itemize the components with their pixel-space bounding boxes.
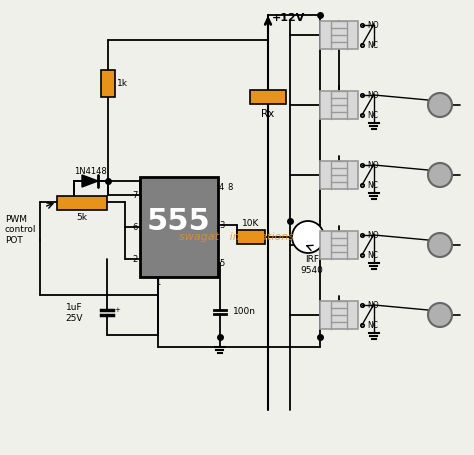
Text: 2: 2 [133, 254, 138, 263]
Circle shape [428, 93, 452, 117]
Circle shape [428, 163, 452, 187]
Text: NC: NC [367, 40, 378, 50]
Text: 100n: 100n [233, 308, 256, 317]
Bar [250, 90, 286, 104]
Text: 3: 3 [219, 221, 224, 229]
Text: NC: NC [367, 251, 378, 259]
Text: 1k: 1k [117, 79, 128, 88]
Text: +: + [114, 307, 120, 313]
Text: 5k: 5k [76, 213, 88, 222]
Text: +12V: +12V [272, 13, 305, 23]
Text: 1N4148: 1N4148 [73, 167, 106, 176]
Bar [320, 161, 358, 189]
Bar [237, 230, 265, 244]
Text: swagat   innovations: swagat innovations [180, 232, 294, 242]
Circle shape [292, 221, 324, 253]
Text: 1: 1 [155, 278, 161, 287]
Text: NO: NO [367, 20, 379, 30]
Bar [320, 91, 358, 119]
Bar [140, 177, 218, 277]
Text: NC: NC [367, 320, 378, 329]
Bar [320, 21, 358, 49]
Text: IRF
9540: IRF 9540 [301, 255, 323, 275]
Text: NO: NO [367, 91, 379, 100]
Circle shape [428, 303, 452, 327]
Text: NO: NO [367, 231, 379, 239]
Text: NC: NC [367, 181, 378, 189]
Text: NO: NO [367, 161, 379, 170]
Text: 10K: 10K [242, 219, 260, 228]
Bar [320, 301, 358, 329]
Text: 555: 555 [147, 207, 211, 237]
Bar [57, 196, 107, 210]
Text: 4: 4 [219, 182, 224, 192]
Bar [320, 231, 358, 259]
Text: 8: 8 [227, 182, 232, 192]
Bar [101, 70, 115, 97]
Circle shape [428, 233, 452, 257]
Text: NO: NO [367, 300, 379, 309]
Text: Rx: Rx [261, 109, 274, 119]
Text: PWM
control
POT: PWM control POT [5, 215, 36, 245]
Text: 7: 7 [133, 191, 138, 199]
Polygon shape [82, 175, 98, 187]
Text: 5: 5 [219, 258, 224, 268]
Text: 1uF
25V: 1uF 25V [65, 303, 83, 323]
Text: NC: NC [367, 111, 378, 120]
Text: 6: 6 [133, 222, 138, 232]
